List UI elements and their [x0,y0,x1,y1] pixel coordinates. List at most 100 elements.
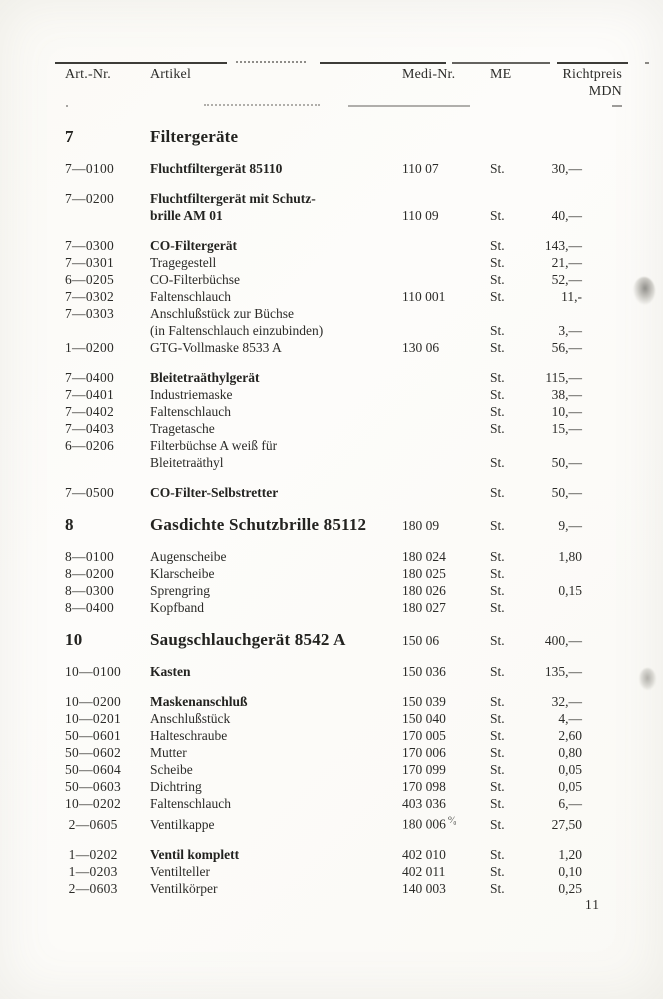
artnr-cell: 7—0303 [65,306,115,321]
artnr-cell: 7—0200 [65,191,115,206]
medi-cell: 180 027 [402,600,446,615]
me-cell: St. [490,566,505,581]
medi-note: ⁰⁄₀ [445,815,457,825]
table-row: 7—0403 Tragetasche St. 15,— [65,420,622,437]
table-row: 6—0205 CO-Filterbüchse St. 52,— [65,271,622,288]
artikel-cell: Faltenschlauch [150,288,402,305]
item-group: 10—0200 Maskenanschluß 150 039 St. 32,— 10—02… [65,693,622,833]
item-group: 7—0300 CO-Filtergerät St. 143,— 7—0301 Trageg… [65,237,622,356]
artikel-cell: Ventil komplett [150,846,402,863]
table-row: 10—0200 Maskenanschluß 150 039 St. 32,— [65,693,622,710]
table-row: 50—0604 Scheibe 170 099 St. 0,05 [65,761,622,778]
medi-cell: 180 024 [402,549,446,564]
price-cell: 30,— [551,161,582,176]
price-cell: 135,— [544,664,582,679]
medi-cell: 403 036 [402,796,446,811]
artikel-line: CO-Filter-Selbstretter [150,485,279,500]
medi-cell: 180 026 [402,583,446,598]
me-cell: St. [490,323,505,338]
price-cell: 0,80 [558,745,582,760]
table-row: 10—0202 Faltenschlauch 403 036 St. 6,— [65,795,622,812]
medi-cell: 110 09 [402,208,439,223]
artnr-cell: 7—0302 [65,289,115,304]
price-cell: 40,— [551,208,582,223]
price-cell: 3,— [558,323,582,338]
me-cell: St. [490,549,505,564]
table-row: 7—0100 Fluchtfiltergerät 85110 110 07 St. 30… [65,160,622,177]
artikel-cell: Fluchtfiltergerät 85110 [150,160,402,177]
artikel-line: Halteschraube [150,728,228,743]
artikel-cell: Filterbüchse A weiß für Bleitetraäthyl [150,437,402,471]
scan-smudge [633,277,655,305]
me-cell: St. [490,255,505,270]
artikel-line: CO-Filterbüchse [150,272,240,287]
artikel-cell: Scheibe [150,761,402,778]
artnr-cell: 10—0200 [65,694,122,709]
price-cell: 2,60 [558,728,582,743]
medi-cell: 150 039 [402,694,446,709]
price-cell: 6,— [558,796,582,811]
me-cell: St. [490,846,505,862]
medi-cell: 402 011 [402,863,446,879]
artikel-line: Fluchtfiltergerät mit Schutz- [150,191,316,206]
section-10: 10 Saugschlauchgerät 8542 A 150 06 St. 400,—… [65,629,622,897]
artnr-cell: 6—0205 [65,272,115,287]
artikel-line: Maskenanschluß [150,694,248,709]
table: Art.-Nr. Artikel Medi-Nr. ME Richtpreis M… [65,67,622,897]
table-row: 7—0300 CO-Filtergerät St. 143,— [65,237,622,254]
artikel-cell: Kasten [150,663,402,680]
scan-smudge [639,668,656,690]
medi-cell: 170 005 [402,728,446,743]
table-row: 7—0400 Bleitetraäthylgerät St. 115,— [65,369,622,386]
artikel-line: Augenscheibe [150,549,227,564]
table-row: 6—0206 Filterbüchse A weiß für Bleitetraät… [65,437,622,471]
section-number: 10 [65,630,83,649]
medi-cell: 150 06 [402,633,440,648]
artikel-cell: Mutter [150,744,402,761]
price-cell: 10,— [551,404,582,419]
artikel-line: Ventil komplett [150,846,240,862]
artnr-cell: 50—0604 [65,762,122,777]
price-cell: 0,10 [558,863,582,879]
section-heading: 10 Saugschlauchgerät 8542 A 150 06 St. 400,— [65,629,622,651]
top-rule-segment [320,62,446,64]
header-rule-segment [66,105,68,107]
artnr-cell: 7—0301 [65,255,115,270]
me-cell: St. [490,387,505,402]
artikel-cell: CO-Filtergerät [150,237,402,254]
artikel-line: (in Faltenschlauch einzubinden) [150,323,324,338]
medi-cell: 110 07 [402,161,439,176]
artikel-line: Kopfband [150,600,204,615]
medi-cell: 170 006 [402,745,446,760]
artnr-cell: 10—0202 [65,796,122,811]
column-header-artikel: Artikel [150,67,192,82]
artnr-cell: 1—0202 [65,846,118,862]
price-cell: 56,— [551,340,582,355]
price-cell: 50,— [551,485,582,500]
column-header-me: ME [490,67,512,82]
header-rule-segment [612,105,622,107]
top-rule-segment [55,62,227,64]
price-cell: 115,— [545,370,582,385]
table-row: 7—0500 CO-Filter-Selbstretter St. 50,— [65,484,622,501]
me-cell: St. [490,485,505,500]
item-group: 7—0400 Bleitetraäthylgerät St. 115,— 7—0401 I… [65,369,622,471]
artikel-cell: CO-Filter-Selbstretter [150,484,402,501]
artikel-line: Anschlußstück [150,711,231,726]
me-cell: St. [490,289,505,304]
medi-cell: 170 098 [402,779,446,794]
artikel-line: CO-Filtergerät [150,238,237,253]
artikel-line: Dichtring [150,779,202,794]
artikel-line: Mutter [150,745,187,760]
me-cell: St. [490,340,505,355]
me-cell: St. [490,816,505,832]
price-cell: 50,— [551,455,582,470]
artikel-cell: Ventilteller [150,863,402,880]
me-cell: St. [490,711,505,726]
price-cell: 4,— [558,711,582,726]
artnr-cell: 8—0200 [65,566,115,581]
artnr-cell: 7—0300 [65,238,115,253]
me-cell: St. [490,518,505,533]
table-row: 7—0402 Faltenschlauch St. 10,— [65,403,622,420]
